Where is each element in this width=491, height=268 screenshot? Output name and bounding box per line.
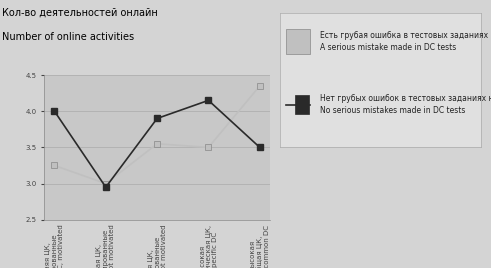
Text: Number of online activities: Number of online activities [2, 32, 135, 42]
Text: Есть грубая ошибка в тестовых заданиях на ЦК
A serious mistake made in DC tests: Есть грубая ошибка в тестовых заданиях н… [320, 31, 491, 51]
Text: Нет грубых ошибок в тестовых заданиях на ЦК
No serious mistakes made in DC tests: Нет грубых ошибок в тестовых заданиях на… [320, 94, 491, 115]
Text: Кол-во деятельностей онлайн: Кол-во деятельностей онлайн [2, 8, 158, 18]
FancyBboxPatch shape [295, 95, 309, 114]
FancyBboxPatch shape [286, 29, 310, 54]
